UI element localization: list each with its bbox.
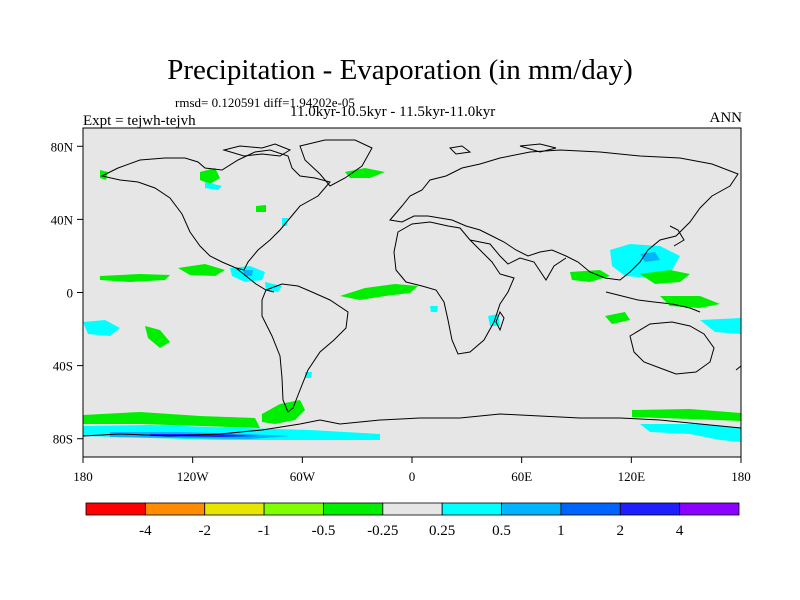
y-tick-label: 40N <box>51 212 74 227</box>
colorbar-swatch <box>501 502 562 516</box>
colorbar-swatch <box>441 502 502 516</box>
ocean-background <box>83 128 741 457</box>
x-tick-label: 180 <box>731 469 751 484</box>
anomaly-region <box>640 270 690 284</box>
coastline-madagascar <box>495 310 505 332</box>
y-tick-label: 40S <box>53 359 73 374</box>
anomaly-region <box>200 168 220 184</box>
diff-label: diff= <box>263 95 290 110</box>
stats-line: rmsd= 0.120591 diff=1.94202e-05 <box>175 95 355 111</box>
colorbar-label: -0.25 <box>367 523 398 539</box>
coastline-antarctica <box>82 413 742 437</box>
anomaly-region <box>632 409 741 421</box>
anomaly-region <box>256 205 266 212</box>
coastline-svalbard <box>448 145 472 155</box>
coastline-new-zealand <box>735 365 742 371</box>
anomaly-region <box>150 434 260 437</box>
x-tick-label: 120E <box>618 469 646 484</box>
anomaly-region <box>178 264 225 276</box>
coastline-eurasia <box>389 149 739 281</box>
colorbar-label: 1 <box>557 523 565 539</box>
colorbar-swatch <box>85 502 146 516</box>
colorbar-swatch <box>323 502 384 516</box>
colorbar-swatch <box>560 502 621 516</box>
anomaly-region <box>570 270 610 282</box>
colorbar: -4 -2 -1 -0.5 -0.25 0.25 0.5 1 2 4 <box>85 502 740 539</box>
anomaly-region <box>640 424 741 442</box>
coastline-siberian-islands <box>519 143 557 153</box>
y-tick-label: 0 <box>67 286 74 301</box>
colorbar-swatch <box>679 502 740 516</box>
season-label: ANN <box>709 110 743 126</box>
x-tick-label: 180 <box>73 469 93 484</box>
colorbar-swatch <box>204 502 265 516</box>
coastline-indonesia <box>605 291 701 313</box>
coastline-north-america <box>100 149 331 271</box>
colorbar-label: 0.5 <box>492 523 511 539</box>
colorbar-label: 4 <box>676 523 684 539</box>
colorbar-label: -4 <box>139 523 152 539</box>
colorbar-swatch <box>382 502 443 516</box>
coastline-central-america <box>235 267 275 293</box>
anomaly-region <box>700 318 741 334</box>
colorbar-label: -1 <box>258 523 271 539</box>
anomaly-region <box>243 270 253 276</box>
anomaly-region <box>282 218 288 226</box>
x-tick-label: 60W <box>290 469 316 484</box>
coastlines <box>82 139 742 437</box>
anomaly-region <box>605 312 630 324</box>
axes: 180 120W 60W 0 60E 120E 180 80N 40N 0 40S 80S <box>51 139 751 484</box>
anomaly-region <box>100 274 170 282</box>
anomaly-region <box>205 182 222 190</box>
diff-value: 1.94202e-05 <box>289 95 355 110</box>
anomaly-region <box>145 326 170 348</box>
experiment-label: Expt = tejwh-tejvh <box>83 113 196 129</box>
y-tick-label: 80S <box>53 432 73 447</box>
coastline-arabia-india <box>469 239 567 281</box>
colorbar-label: -0.5 <box>312 523 336 539</box>
anomaly-region <box>83 320 120 336</box>
colorbar-label: -2 <box>198 523 211 539</box>
colorbar-swatch <box>144 502 206 516</box>
rmsd-value: 0.120591 <box>211 95 261 110</box>
anomaly-region <box>430 306 438 312</box>
map-title: Precipitation - Evaporation (in mm/day) <box>167 54 633 86</box>
anomaly-shading <box>83 168 741 442</box>
coastline-africa <box>393 221 515 355</box>
x-tick-label: 60E <box>511 469 532 484</box>
coastline-south-america <box>261 283 349 413</box>
period-label: 11.0kyr-10.5kyr - 11.5kyr-11.0kyr <box>290 104 496 120</box>
colorbar-swatch <box>619 502 681 516</box>
coastline-australia <box>629 321 715 375</box>
x-tick-label: 0 <box>409 469 416 484</box>
y-tick-label: 80N <box>51 139 74 154</box>
colorbar-label: 0.25 <box>429 523 455 539</box>
anomaly-region <box>340 284 418 300</box>
colorbar-label: 2 <box>617 523 625 539</box>
coastline-arctic-islands <box>222 143 292 157</box>
colorbar-swatch <box>263 502 324 516</box>
anomaly-region <box>83 412 260 428</box>
x-tick-label: 120W <box>177 469 210 484</box>
coastline-japan <box>669 225 685 247</box>
coastline-greenland <box>299 139 373 187</box>
rmsd-label: rmsd= <box>175 95 209 110</box>
